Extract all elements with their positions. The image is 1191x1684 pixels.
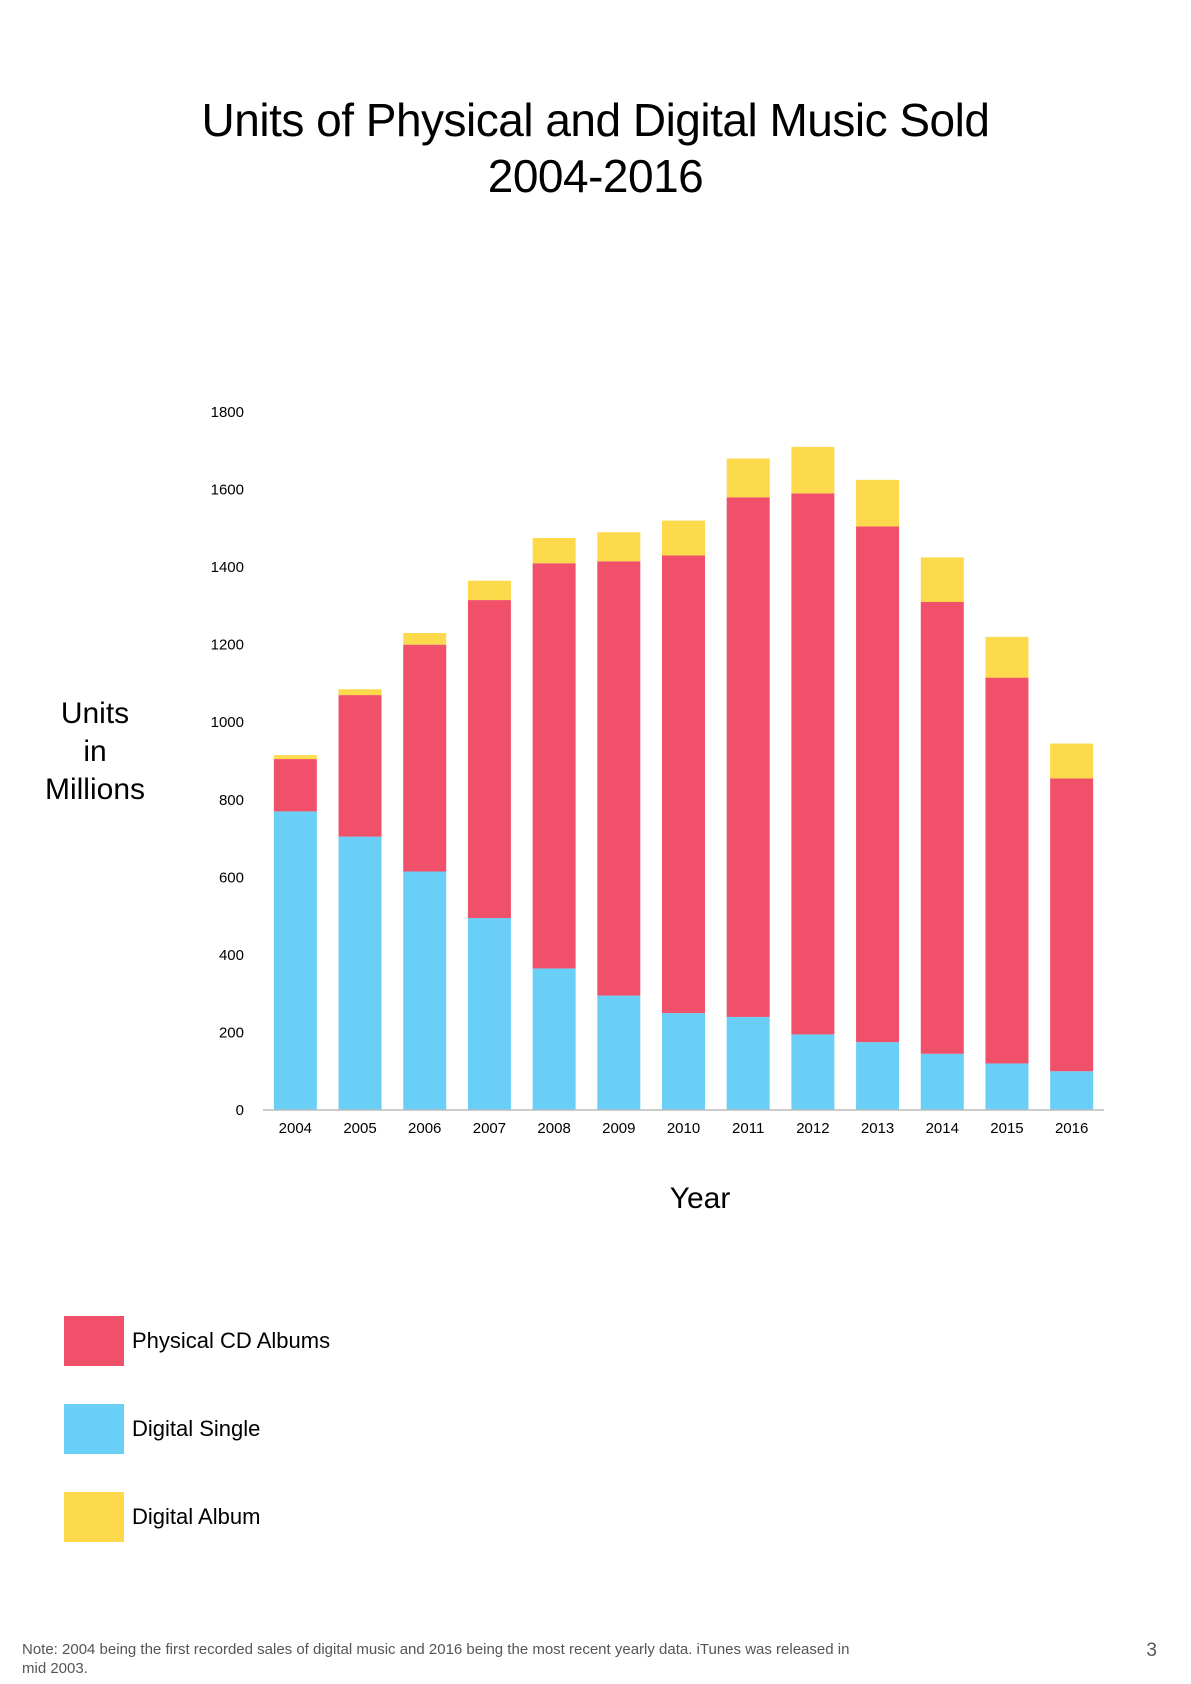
x-tick-label: 2006 <box>408 1120 441 1137</box>
bar-segment-digital-album-2014 <box>920 557 964 603</box>
footnote: Note: 2004 being the first recorded sale… <box>22 1641 850 1677</box>
bar-segment-digital-single-2015 <box>985 1063 1029 1110</box>
y-tick-label: 1200 <box>211 637 244 654</box>
bar-segment-physical-cd-albums-2005 <box>338 695 382 837</box>
bar-segment-physical-cd-albums-2008 <box>532 563 576 969</box>
bar-segment-digital-album-2013 <box>856 479 900 527</box>
bar-segment-digital-single-2016 <box>1050 1071 1094 1110</box>
bar-segment-digital-album-2008 <box>532 538 576 564</box>
x-tick-label: 2016 <box>1055 1120 1088 1137</box>
y-tick-label: 400 <box>219 947 244 964</box>
x-tick-label: 2008 <box>537 1120 570 1137</box>
bar-segment-digital-album-2004 <box>273 755 317 760</box>
y-tick-label: 0 <box>236 1102 244 1119</box>
bar-segment-digital-single-2011 <box>726 1016 770 1110</box>
x-tick-label: 2012 <box>796 1120 829 1137</box>
x-tick-label: 2014 <box>926 1120 959 1137</box>
bar-segment-physical-cd-albums-2012 <box>791 493 835 1035</box>
bar-segment-physical-cd-albums-2011 <box>726 497 770 1017</box>
chart-bars <box>273 446 1094 1110</box>
bar-segment-digital-album-2005 <box>338 689 382 696</box>
bar-segment-physical-cd-albums-2015 <box>985 677 1029 1064</box>
bar-segment-physical-cd-albums-2007 <box>467 600 511 919</box>
bar-segment-physical-cd-albums-2016 <box>1050 778 1094 1072</box>
chart-title: Units of Physical and Digital Music Sold… <box>201 94 990 202</box>
legend-swatch-physical-cd-albums <box>64 1316 124 1366</box>
x-axis-ticks: 2004 2005 2006 2007 2008 2009 2010 2011 2012 2013… <box>279 1120 1089 1137</box>
x-tick-label: 2013 <box>861 1120 894 1137</box>
legend-swatch-digital-single <box>64 1404 124 1454</box>
bar-segment-digital-album-2007 <box>467 580 511 601</box>
bar-segment-digital-album-2015 <box>985 636 1029 678</box>
x-tick-label: 2011 <box>732 1120 764 1137</box>
y-tick-label: 800 <box>219 792 244 809</box>
bar-segment-digital-single-2007 <box>467 918 511 1110</box>
bar-segment-digital-single-2012 <box>791 1034 835 1110</box>
bar-segment-digital-album-2006 <box>403 633 447 645</box>
bar-segment-physical-cd-albums-2004 <box>273 759 317 812</box>
y-tick-label: 200 <box>219 1024 244 1041</box>
bar-segment-digital-album-2012 <box>791 446 835 494</box>
y-tick-label: 1800 <box>211 404 244 421</box>
x-tick-label: 2004 <box>279 1120 312 1137</box>
x-tick-label: 2015 <box>990 1120 1023 1137</box>
page-number: 3 <box>1146 1640 1157 1661</box>
bar-segment-digital-album-2016 <box>1050 743 1094 779</box>
y-tick-label: 1000 <box>211 714 244 731</box>
bar-segment-physical-cd-albums-2013 <box>856 526 900 1043</box>
legend-label: Physical CD Albums <box>132 1328 331 1353</box>
bar-segment-digital-single-2014 <box>920 1053 964 1110</box>
x-tick-label: 2009 <box>602 1120 635 1137</box>
bar-segment-digital-single-2009 <box>597 995 641 1110</box>
bar-segment-digital-single-2006 <box>403 871 447 1110</box>
bar-segment-digital-single-2005 <box>338 836 382 1110</box>
y-axis-ticks: 0 200 400 600 800 1000 1200 1400 1600 1800 <box>211 404 244 1119</box>
bar-segment-physical-cd-albums-2014 <box>920 602 964 1054</box>
bar-segment-digital-album-2009 <box>597 532 641 562</box>
x-axis-label: Year <box>669 1182 731 1215</box>
x-tick-label: 2007 <box>473 1120 506 1137</box>
legend-label: Digital Single <box>132 1416 261 1441</box>
bar-segment-digital-album-2011 <box>726 458 770 498</box>
bar-segment-physical-cd-albums-2006 <box>403 644 447 872</box>
bar-segment-digital-single-2008 <box>532 968 576 1110</box>
bar-segment-physical-cd-albums-2010 <box>662 555 705 1014</box>
legend-label: Digital Album <box>132 1504 261 1529</box>
y-tick-label: 1400 <box>211 559 244 576</box>
y-axis-label: Units in Millions <box>44 697 146 806</box>
y-tick-label: 600 <box>219 869 244 886</box>
bar-segment-digital-album-2010 <box>662 520 705 556</box>
x-tick-label: 2010 <box>667 1120 700 1137</box>
bar-segment-digital-single-2013 <box>856 1042 900 1110</box>
bar-segment-digital-single-2010 <box>662 1013 705 1110</box>
bar-segment-physical-cd-albums-2009 <box>597 561 641 996</box>
y-tick-label: 1600 <box>211 482 244 499</box>
x-tick-label: 2005 <box>343 1120 376 1137</box>
bar-segment-digital-single-2004 <box>273 811 317 1110</box>
legend-swatch-digital-album <box>64 1492 124 1542</box>
